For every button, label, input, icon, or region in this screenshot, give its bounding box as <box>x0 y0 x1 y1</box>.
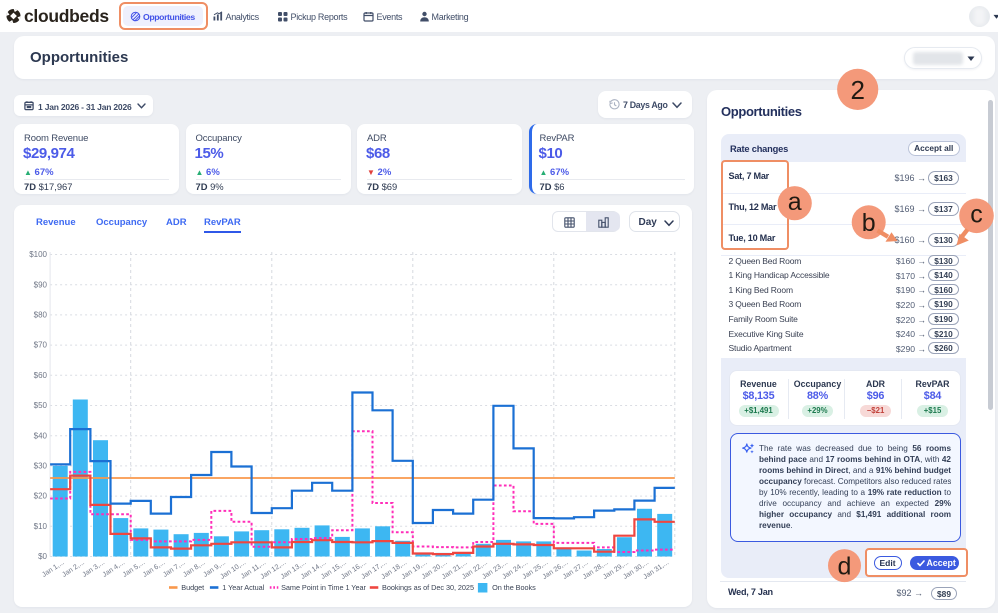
svg-text:$100: $100 <box>29 250 47 259</box>
svg-text:Same Point in Time 1 Year: Same Point in Time 1 Year <box>281 583 366 592</box>
svg-text:1 Year Actual: 1 Year Actual <box>222 583 264 592</box>
svg-text:$30: $30 <box>34 462 48 471</box>
svg-text:$0: $0 <box>38 552 47 561</box>
svg-text:$60: $60 <box>34 371 48 380</box>
svg-text:$20: $20 <box>34 492 48 501</box>
svg-text:$90: $90 <box>34 280 48 289</box>
svg-text:Budget: Budget <box>181 583 204 592</box>
svg-text:$10: $10 <box>34 522 48 531</box>
svg-text:On the Books: On the Books <box>492 583 536 592</box>
svg-text:$50: $50 <box>34 401 48 410</box>
svg-text:$40: $40 <box>34 431 48 440</box>
svg-text:$80: $80 <box>34 311 48 320</box>
svg-text:$70: $70 <box>34 341 48 350</box>
svg-text:Bookings as of Dec 30, 2025: Bookings as of Dec 30, 2025 <box>382 583 474 592</box>
